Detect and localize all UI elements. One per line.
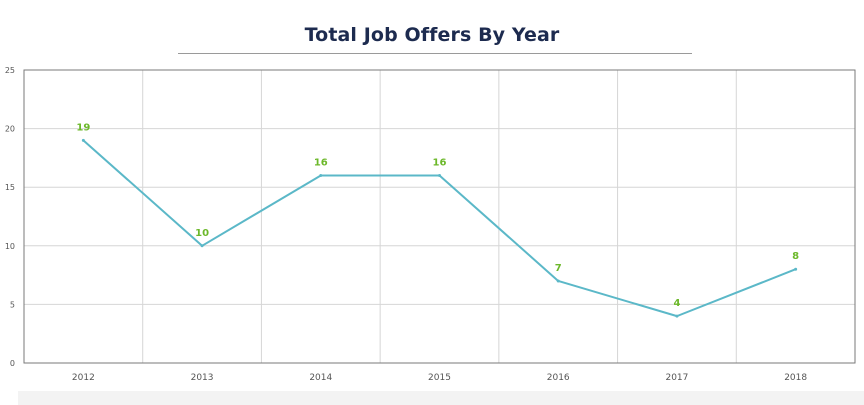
y-tick-label: 0 — [10, 359, 15, 368]
data-label: 19 — [76, 122, 90, 133]
y-tick-label: 25 — [5, 66, 15, 75]
data-point — [81, 138, 85, 142]
x-tick-label: 2016 — [547, 373, 570, 383]
data-label: 16 — [433, 157, 447, 168]
y-tick-label: 15 — [5, 183, 15, 192]
data-point — [319, 173, 323, 177]
x-tick-label: 2018 — [784, 373, 807, 383]
x-tick-label: 2014 — [309, 373, 332, 383]
data-point — [675, 314, 679, 318]
chart-title: Total Job Offers By Year — [304, 24, 560, 46]
chart-title-wrap: Total Job Offers By Year — [0, 24, 864, 46]
title-underline — [178, 53, 692, 54]
grid-layer — [24, 70, 855, 363]
x-tick-label: 2017 — [665, 373, 688, 383]
plot-frame — [23, 69, 856, 364]
data-point — [794, 267, 798, 271]
series-layer — [81, 138, 798, 318]
y-tick-label: 20 — [5, 125, 15, 134]
data-label: 8 — [792, 251, 799, 262]
data-label: 4 — [673, 298, 680, 309]
data-label: 16 — [314, 157, 328, 168]
x-tick-label: 2015 — [428, 373, 451, 383]
x-tick-label: 2013 — [191, 373, 214, 383]
data-label: 7 — [555, 263, 562, 274]
y-tick-label: 10 — [5, 242, 15, 251]
data-point — [556, 279, 560, 283]
data-point — [200, 244, 204, 248]
axis-layer: 0 5 10 15 20 25 2012 2013 2014 2015 2016 2017 2018 — [5, 66, 856, 383]
x-tick-label: 2012 — [72, 373, 95, 383]
y-tick-label: 5 — [10, 300, 15, 309]
data-point — [438, 173, 441, 177]
data-label: 10 — [195, 228, 209, 239]
chart-footer-band — [18, 391, 864, 405]
label-layer: 19 10 16 16 7 4 8 — [76, 122, 799, 309]
